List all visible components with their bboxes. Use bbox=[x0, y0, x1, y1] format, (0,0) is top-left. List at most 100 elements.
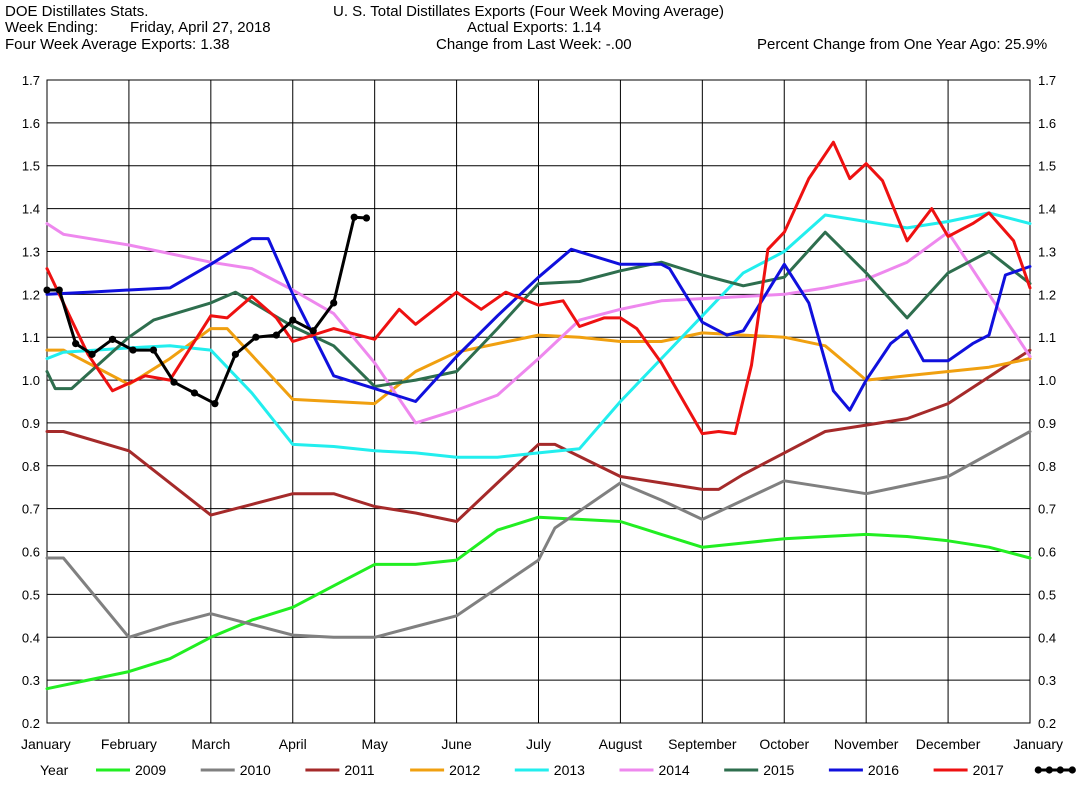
x-tick-label: February bbox=[101, 736, 157, 752]
legend-marker-2018 bbox=[1034, 766, 1042, 774]
data-point-2018 bbox=[170, 378, 178, 386]
data-point-2018 bbox=[43, 286, 51, 294]
data-point-2018 bbox=[129, 346, 137, 354]
data-point-2018 bbox=[55, 286, 63, 294]
plot-frame bbox=[46, 79, 1031, 724]
legend-label-2009: 2009 bbox=[135, 762, 166, 778]
y-tick-label-right: 0.6 bbox=[1038, 545, 1056, 560]
y-tick-label-right: 1.1 bbox=[1038, 330, 1056, 345]
header-title-left: DOE Distillates Stats. bbox=[5, 3, 149, 20]
series-line-2014 bbox=[45, 222, 1032, 425]
series-lines bbox=[43, 140, 1032, 691]
y-tick-label-right: 0.5 bbox=[1038, 587, 1056, 602]
legend-label-2017: 2017 bbox=[973, 762, 1004, 778]
y-tick-label-left: 0.9 bbox=[22, 416, 40, 431]
legend: Year 2009 2010 2011 2012 2013 2014 2015 2016 2017… bbox=[40, 762, 1076, 778]
data-point-2018 bbox=[350, 213, 358, 221]
data-point-2018 bbox=[309, 327, 317, 335]
legend-title: Year bbox=[40, 762, 69, 778]
series-line-2015 bbox=[45, 230, 1032, 391]
y-tick-label-left: 0.6 bbox=[22, 545, 40, 560]
series-line-2010 bbox=[45, 430, 1032, 639]
y-tick-label-left: 1.3 bbox=[22, 244, 40, 259]
series-line-2016 bbox=[45, 237, 1032, 412]
header-four-week-average: Four Week Average Exports: 1.38 bbox=[5, 36, 230, 53]
x-tick-label: October bbox=[759, 736, 809, 752]
y-tick-label-left: 1.4 bbox=[22, 202, 40, 217]
series-line-2017 bbox=[45, 140, 1032, 436]
x-tick-label: July bbox=[526, 736, 551, 752]
x-tick-label: September bbox=[668, 736, 737, 752]
data-point-2018 bbox=[190, 389, 199, 397]
y-tick-label-left: 1.6 bbox=[22, 116, 40, 131]
data-point-2018 bbox=[211, 400, 219, 408]
y-tick-label-left: 0.4 bbox=[22, 630, 40, 645]
x-tick-label: December bbox=[916, 736, 981, 752]
header-week-ending-label: Week Ending: bbox=[5, 19, 99, 36]
y-tick-label-left: 0.2 bbox=[22, 716, 40, 731]
data-point-2018 bbox=[362, 214, 371, 222]
legend-label-2011: 2011 bbox=[344, 762, 374, 778]
x-tick-label: August bbox=[599, 736, 643, 752]
series-line-2013 bbox=[45, 211, 1032, 459]
y-tick-label-right: 1.4 bbox=[1038, 202, 1056, 217]
y-tick-label-right: 1.3 bbox=[1038, 244, 1056, 259]
data-point-2018 bbox=[231, 350, 240, 358]
header-change-from-last-week: Change from Last Week: -.00 bbox=[436, 36, 632, 53]
data-point-2018 bbox=[289, 316, 297, 324]
series-line-2011 bbox=[45, 348, 1032, 523]
y-tick-label-right: 0.9 bbox=[1038, 416, 1056, 431]
x-tick-label: April bbox=[279, 736, 307, 752]
y-tick-label-right: 1.5 bbox=[1038, 159, 1056, 174]
legend-marker-2018 bbox=[1068, 766, 1076, 774]
data-point-2018 bbox=[72, 340, 80, 348]
x-tick-label: January bbox=[1013, 736, 1063, 752]
grid bbox=[46, 79, 1031, 724]
series-line-2009 bbox=[45, 515, 1032, 691]
y-tick-label-left: 0.8 bbox=[22, 459, 40, 474]
legend-marker-2018 bbox=[1056, 766, 1064, 774]
data-point-2018 bbox=[88, 350, 96, 358]
x-tick-label: June bbox=[441, 736, 472, 752]
data-point-2018 bbox=[252, 333, 260, 341]
y-tick-label-right: 0.2 bbox=[1038, 716, 1056, 731]
header-week-ending-value: Friday, April 27, 2018 bbox=[130, 19, 271, 36]
x-tick-label: November bbox=[834, 736, 899, 752]
chart-title: U. S. Total Distillates Exports (Four We… bbox=[333, 3, 724, 20]
data-point-2018 bbox=[272, 331, 280, 339]
y-tick-label-right: 0.8 bbox=[1038, 459, 1056, 474]
y-tick-label-right: 0.7 bbox=[1038, 502, 1056, 517]
legend-label-2012: 2012 bbox=[449, 762, 480, 778]
legend-marker-2018 bbox=[1045, 766, 1053, 774]
x-tick-label: January bbox=[21, 736, 71, 752]
legend-label-2016: 2016 bbox=[868, 762, 899, 778]
y-tick-label-right: 0.3 bbox=[1038, 673, 1056, 688]
series-line-2018 bbox=[45, 215, 368, 406]
y-tick-label-right: 0.4 bbox=[1038, 630, 1056, 645]
y-tick-label-right: 1.7 bbox=[1038, 73, 1056, 88]
header-actual-exports: Actual Exports: 1.14 bbox=[467, 19, 602, 36]
data-point-2018 bbox=[108, 335, 117, 343]
y-tick-label-right: 1.0 bbox=[1038, 373, 1056, 388]
legend-label-2010: 2010 bbox=[240, 762, 271, 778]
y-tick-label-left: 0.7 bbox=[22, 502, 40, 517]
y-tick-label-right: 1.6 bbox=[1038, 116, 1056, 131]
legend-label-2015: 2015 bbox=[763, 762, 794, 778]
y-tick-label-left: 0.5 bbox=[22, 587, 40, 602]
x-tick-label: May bbox=[361, 736, 387, 752]
data-point-2018 bbox=[149, 346, 158, 354]
header-percent-change: Percent Change from One Year Ago: 25.9% bbox=[757, 36, 1048, 53]
x-tick-label: March bbox=[191, 736, 230, 752]
legend-label-2014: 2014 bbox=[659, 762, 690, 778]
data-point-2018 bbox=[330, 299, 338, 307]
y-tick-label-left: 1.5 bbox=[22, 159, 40, 174]
y-tick-label-left: 1.7 bbox=[22, 73, 40, 88]
y-tick-label-right: 1.2 bbox=[1038, 287, 1056, 302]
y-tick-label-left: 1.0 bbox=[22, 373, 40, 388]
y-tick-label-left: 1.2 bbox=[22, 287, 40, 302]
y-tick-label-left: 0.3 bbox=[22, 673, 40, 688]
y-tick-label-left: 1.1 bbox=[22, 330, 40, 345]
legend-label-2013: 2013 bbox=[554, 762, 585, 778]
axes: 0.2 0.2 0.3 0.3 0.4 0.4 0.5 0.5 0.6 0.6 0.7 0.7 0.8 0… bbox=[21, 73, 1063, 752]
